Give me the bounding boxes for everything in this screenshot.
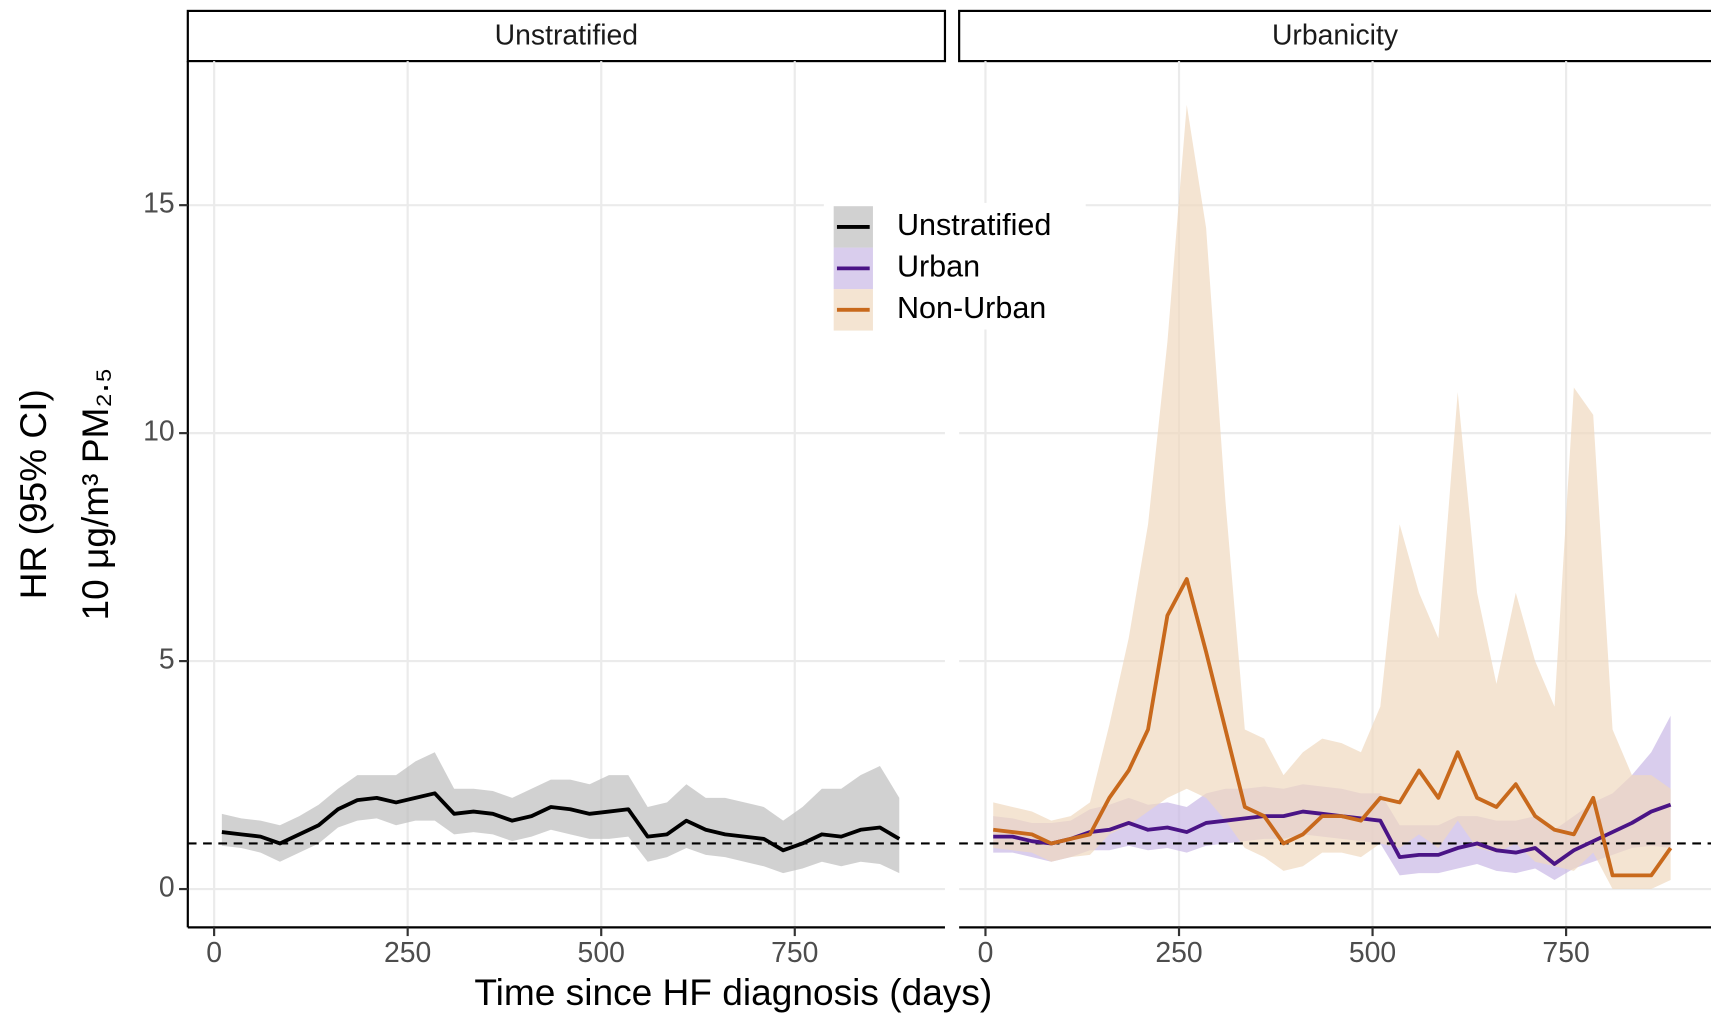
facet-strip [958,9,1711,63]
confidence-band [221,752,900,874]
x-tick-label: 250 [1155,937,1202,969]
series-line [221,791,901,853]
legend: Unstratified Urban Non-Urban [823,202,1086,331]
confidence-band [993,104,1671,890]
y-tick-label: 15 [143,188,175,220]
legend-label: Unstratified [897,208,1051,242]
x-tick-label: 750 [771,937,818,969]
y-tick-label: 10 [143,416,175,448]
legend-label: Urban [897,249,980,283]
x-tick-label: 500 [578,937,625,969]
facet-title: Unstratified [495,20,638,52]
x-tick-label: 250 [384,937,431,969]
x-tick-label: 750 [1542,937,1589,969]
y-tick-label: 0 [159,872,175,904]
x-tick-label: 500 [1349,937,1396,969]
x-tick-label: 0 [206,937,222,969]
y-tick-label: 5 [159,644,175,676]
panel: Unstratified 0 250 500 750 0 5 10 15 [143,9,947,969]
facet-title: Urbanicity [1272,20,1399,52]
facet-strip [186,9,947,63]
panel: Urbanicity 0 250 500 750 [958,9,1711,969]
series-line [992,577,1673,878]
y-axis-label-unit: 10 μg/m³ PM₂.₅ [74,368,116,621]
y-axis-label: HR (95% CI) [12,389,54,599]
legend-label: Non-Urban [897,291,1046,325]
x-axis-label: Time since HF diagnosis (days) [474,971,992,1013]
x-tick-label: 0 [978,937,994,969]
